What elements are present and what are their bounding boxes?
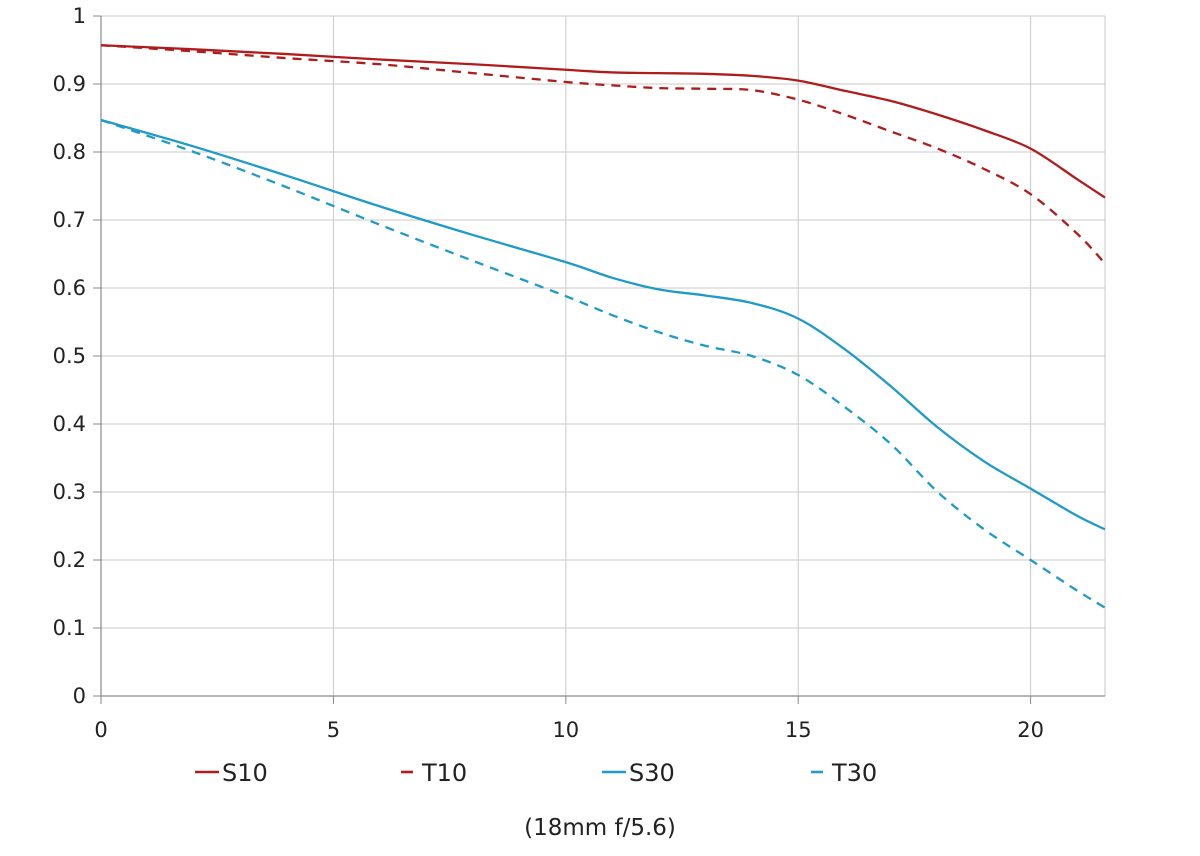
x-tick-label: 5 xyxy=(327,718,340,742)
x-axis-ticks: 0 5 10 15 20 xyxy=(94,696,1044,742)
x-tick-label: 0 xyxy=(94,718,107,742)
y-tick-label: 0.4 xyxy=(53,412,86,436)
legend-label-s10: S10 xyxy=(222,759,268,787)
y-tick-label: 0.1 xyxy=(53,616,86,640)
y-tick-label: 0.9 xyxy=(53,72,86,96)
legend: S10 T10 S30 T30 xyxy=(195,759,877,787)
series-lines xyxy=(100,44,1106,609)
y-tick-label: 0.8 xyxy=(53,140,86,164)
legend-label-s30: S30 xyxy=(629,759,675,787)
y-tick-label: 0.3 xyxy=(53,480,86,504)
legend-label-t10: T10 xyxy=(421,759,467,787)
x-tick-label: 15 xyxy=(785,718,812,742)
series-line-t10 xyxy=(100,44,1106,265)
y-axis-ticks: 0 0.1 0.2 0.3 0.4 0.5 0.6 0.7 0.8 0.9 1 xyxy=(53,4,101,708)
x-tick-label: 10 xyxy=(552,718,579,742)
y-tick-label: 0.2 xyxy=(53,548,86,572)
y-tick-label: 0.6 xyxy=(53,276,86,300)
chart-caption: (18mm f/5.6) xyxy=(524,815,676,841)
y-tick-label: 0 xyxy=(73,684,86,708)
y-tick-label: 0.7 xyxy=(53,208,86,232)
series-line-s10 xyxy=(100,44,1106,199)
y-tick-label: 0.5 xyxy=(53,344,86,368)
x-tick-label: 20 xyxy=(1017,718,1044,742)
legend-label-t30: T30 xyxy=(831,759,877,787)
series-line-t30 xyxy=(100,118,1106,609)
series-line-s30 xyxy=(100,118,1106,531)
y-tick-label: 1 xyxy=(73,4,86,28)
